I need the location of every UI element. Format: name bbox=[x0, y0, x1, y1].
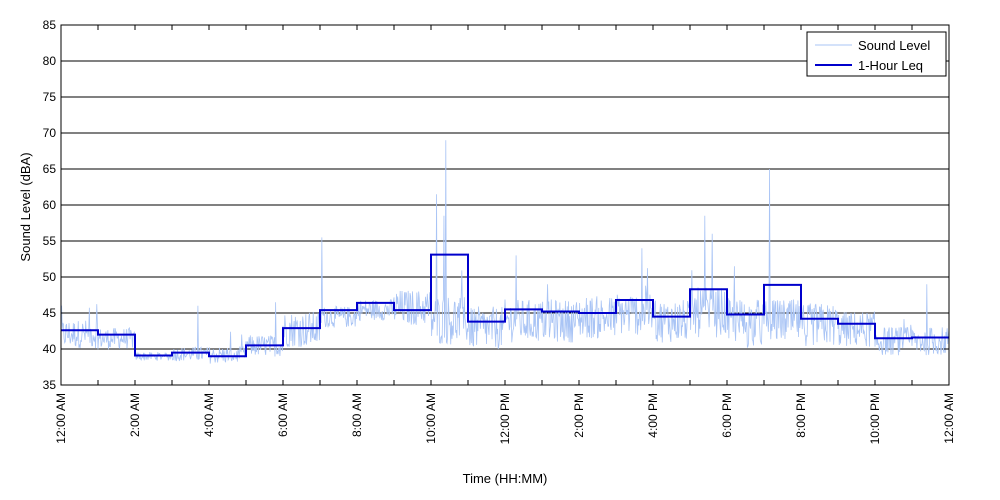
y-tick-label: 55 bbox=[43, 234, 57, 248]
x-tick-label: 10:00 AM bbox=[424, 393, 438, 444]
y-tick-label: 85 bbox=[43, 18, 57, 32]
y-axis-label: Sound Level (dBA) bbox=[18, 152, 33, 261]
y-tick-label: 80 bbox=[43, 54, 57, 68]
x-axis-label: Time (HH:MM) bbox=[463, 471, 548, 486]
axis-tick-labels: 35 40 45 50 55 60 65 70 75 80 85 12:00 AM 2:00 AM 4:0… bbox=[43, 18, 956, 444]
x-tick-label: 8:00 AM bbox=[350, 393, 364, 437]
x-tick-label: 12:00 AM bbox=[942, 393, 956, 444]
plot-series bbox=[60, 140, 950, 364]
axis-ticks bbox=[60, 24, 950, 386]
x-tick-label: 12:00 AM bbox=[54, 393, 68, 444]
x-tick-label: 12:00 PM bbox=[498, 393, 512, 444]
grid-lines bbox=[61, 60, 949, 350]
legend-box bbox=[806, 31, 947, 77]
x-tick-label: 4:00 PM bbox=[646, 393, 660, 438]
x-tick-label: 6:00 PM bbox=[720, 393, 734, 438]
y-tick-label: 35 bbox=[43, 378, 57, 392]
legend-label-sound-level: Sound Level bbox=[858, 38, 930, 53]
legend: Sound Level 1-Hour Leq bbox=[806, 31, 947, 77]
y-tick-label: 75 bbox=[43, 90, 57, 104]
x-tick-label: 2:00 PM bbox=[572, 393, 586, 438]
y-tick-label: 60 bbox=[43, 198, 57, 212]
y-tick-label: 40 bbox=[43, 342, 57, 356]
x-tick-label: 10:00 PM bbox=[868, 393, 882, 444]
y-tick-label: 70 bbox=[43, 126, 57, 140]
y-tick-label: 45 bbox=[43, 306, 57, 320]
x-tick-label: 8:00 PM bbox=[794, 393, 808, 438]
series-1-hour-leq bbox=[61, 253, 949, 358]
legend-label-leq: 1-Hour Leq bbox=[858, 58, 923, 73]
y-tick-label: 50 bbox=[43, 270, 57, 284]
x-tick-label: 6:00 AM bbox=[276, 393, 290, 437]
y-tick-label: 65 bbox=[43, 162, 57, 176]
series-sound-level bbox=[60, 140, 950, 364]
x-tick-label: 4:00 AM bbox=[202, 393, 216, 437]
x-tick-label: 2:00 AM bbox=[128, 393, 142, 437]
